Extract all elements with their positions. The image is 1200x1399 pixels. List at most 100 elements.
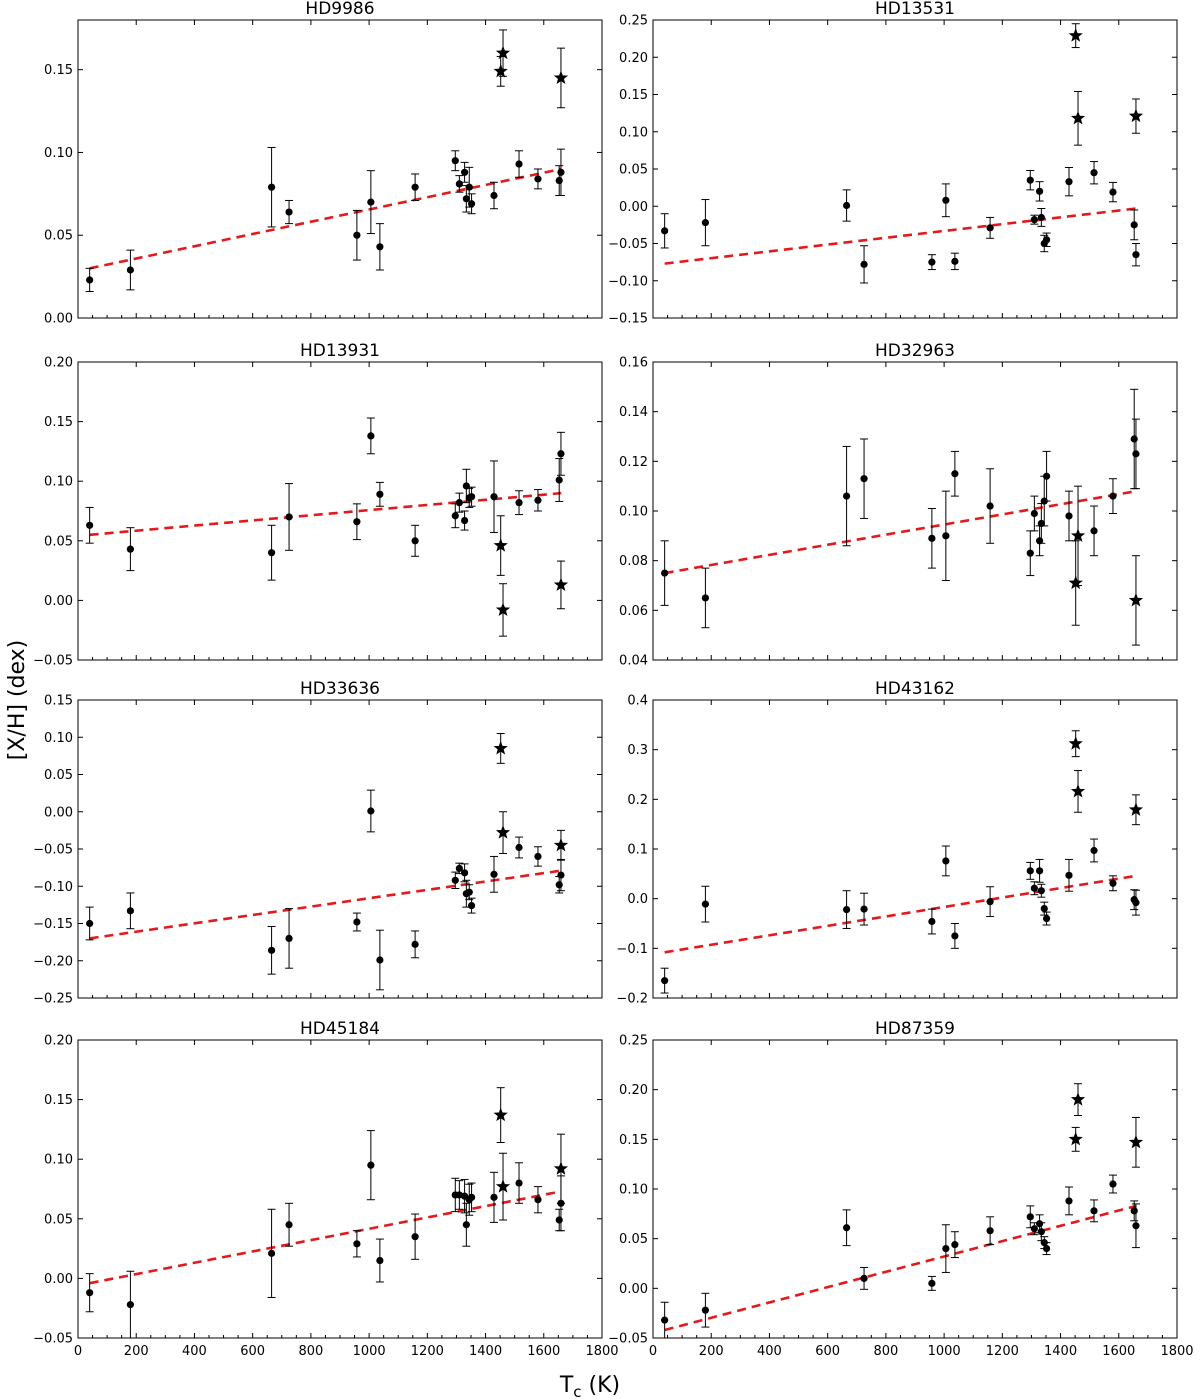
panel-title: HD87359 [875,1019,955,1039]
data-point [353,1240,361,1248]
y-tick-label: −0.10 [608,274,648,289]
trend-line [89,491,562,537]
data-point [285,934,293,943]
y-tick-label: 0.10 [44,731,73,746]
x-tick-label: 1200 [986,1344,1019,1359]
data-point [1035,187,1044,195]
data-point [1026,867,1034,875]
data-point [555,176,563,185]
data-point [267,183,276,191]
y-tick-label: 0.20 [619,51,648,66]
data-point [1090,846,1098,855]
data-point [465,183,473,191]
plot-frame [652,699,1178,999]
y-tick-label: 0.15 [44,694,73,709]
x-tick-label: 600 [815,1344,840,1359]
data-point [701,900,710,908]
data-point [661,1316,669,1324]
x-tick-label: 800 [873,1344,898,1359]
data-point [86,1289,94,1297]
star-point [493,63,508,78]
x-axis-label-unit: (K) [582,1373,621,1398]
data-point [451,157,459,165]
y-tick-label: 0.25 [619,14,648,29]
plot-frame [77,699,603,999]
data-point [557,168,565,176]
data-point [842,1224,851,1232]
data-point [555,1216,563,1224]
data-point [467,493,476,501]
data-point [490,493,498,501]
star-point [1128,1134,1144,1149]
data-point [1065,178,1073,186]
data-point [285,1221,293,1229]
star-point [1068,28,1083,42]
y-tick-label: −0.15 [33,917,73,932]
data-point [534,175,542,183]
x-axis-label: Tc (K) [559,1373,620,1399]
data-point [1042,472,1051,480]
star-point [495,602,511,616]
data-point [467,200,476,208]
data-point [1030,216,1038,224]
star-point [1128,108,1144,123]
y-tick-label: 0.10 [44,475,73,490]
x-tick-label: 200 [699,1344,724,1359]
y-tick-label: 0.05 [44,534,73,549]
y-tick-label: −0.05 [608,237,648,252]
data-point [557,871,565,879]
data-point [460,516,469,525]
data-point [942,1245,950,1253]
y-tick-label: 0.20 [619,1083,648,1098]
data-point [353,518,361,526]
data-point [1065,512,1073,520]
data-point [126,545,134,553]
data-point [467,902,476,910]
data-point [1040,905,1048,913]
y-tick-label: −0.05 [33,1332,73,1347]
data-point [467,1193,476,1201]
x-axis-label-main: T [559,1373,574,1398]
data-point [353,231,361,239]
panel-HD33636: HD33636 −0.25 −0.20 −0.15 −0.10 −0.05 0.00 0.05… [33,679,603,1007]
y-tick-label: 0.10 [44,1153,73,1168]
star-point [493,740,508,755]
y-tick-label: 0.05 [44,1212,73,1227]
data-point [1130,435,1138,443]
data-point [1037,1228,1045,1236]
panel-HD43162: HD43162 −0.2 −0.1 0.0 0.1 0.2 0.3 0.4 [616,679,1178,1007]
data-point [986,898,994,906]
data-point [462,195,470,203]
x-tick-label: 1200 [411,1344,444,1359]
data-point [267,549,276,557]
y-tick-label: 0.00 [619,1282,648,1297]
data-point [1090,1207,1098,1215]
panel-title: HD13931 [300,341,380,361]
trend-line [664,874,1137,954]
data-point [951,932,959,940]
data-point [942,532,950,540]
plot-frame [652,19,1178,319]
star-point [553,577,569,591]
data-point [1090,527,1098,535]
data-point [1042,236,1051,244]
x-tick-label: 1000 [928,1344,961,1359]
y-tick-label: 0.00 [44,312,73,327]
data-point [367,432,375,440]
data-point [451,512,459,520]
panel-title: HD45184 [300,1019,380,1039]
y-tick-label: 0.1 [627,843,648,858]
data-point [455,180,463,188]
data-point [842,905,851,914]
data-point [534,1196,542,1204]
x-tick-label: 600 [240,1344,265,1359]
star-point [495,45,511,60]
x-tick-label: 800 [298,1344,323,1359]
panel-title: HD32963 [875,341,955,361]
plot-frame [652,361,1178,661]
data-point [86,919,94,928]
data-point [267,946,276,954]
x-tick-label: 1000 [353,1344,386,1359]
data-point [1130,221,1138,229]
data-point [411,183,419,191]
